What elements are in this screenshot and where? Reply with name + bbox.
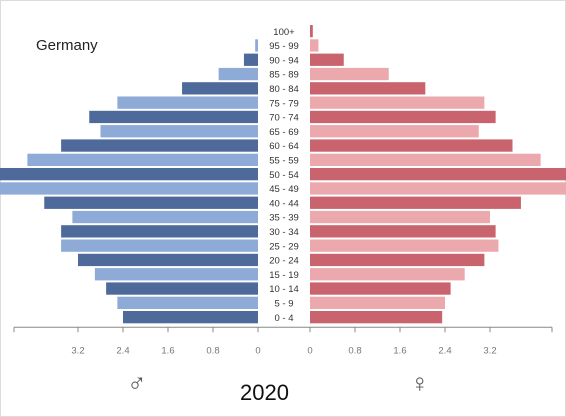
male-bar xyxy=(117,296,258,309)
age-group-label: 60 - 64 xyxy=(269,141,299,152)
age-group-label: 100+ xyxy=(273,27,295,38)
age-group-label: 80 - 84 xyxy=(269,84,299,95)
female-bar xyxy=(310,268,465,281)
female-bar xyxy=(310,153,541,166)
female-bar xyxy=(310,39,319,52)
male-bar xyxy=(78,253,258,267)
male-bar xyxy=(44,196,258,209)
age-group-label: 0 - 4 xyxy=(274,313,293,324)
year-label: 2020 xyxy=(240,380,289,405)
age-group-label: 65 - 69 xyxy=(269,127,299,138)
age-group-label: 75 - 79 xyxy=(269,98,299,109)
age-group-label: 5 - 9 xyxy=(274,299,293,310)
female-bar xyxy=(310,182,566,195)
female-bar xyxy=(310,53,344,66)
age-group-label: 45 - 49 xyxy=(269,184,299,195)
x-tick-label: 0.8 xyxy=(206,345,219,356)
age-group-label: 35 - 39 xyxy=(269,213,299,224)
female-bar xyxy=(310,253,485,267)
male-bar xyxy=(117,96,258,109)
x-tick-label: 2.4 xyxy=(438,345,451,356)
country-title: Germany xyxy=(36,37,98,54)
female-bar xyxy=(310,125,479,138)
age-group-label: 55 - 59 xyxy=(269,156,299,167)
male-bar xyxy=(0,168,258,181)
age-group-label: 90 - 94 xyxy=(269,55,299,66)
male-bar xyxy=(182,82,258,95)
x-tick-label: 3.2 xyxy=(483,345,496,356)
male-bar xyxy=(61,225,258,238)
female-bar xyxy=(310,225,496,238)
male-bar xyxy=(61,139,258,152)
female-symbol: ♀ xyxy=(410,368,430,398)
x-tick-label: 1.6 xyxy=(393,345,406,356)
female-bar xyxy=(310,25,313,38)
female-bar xyxy=(310,210,490,224)
female-bar xyxy=(310,96,485,109)
male-symbol: ♂ xyxy=(127,368,147,398)
x-tick-label: 0 xyxy=(255,345,260,356)
male-bar xyxy=(94,268,258,281)
male-bar xyxy=(100,125,258,138)
male-bar xyxy=(106,282,258,295)
x-tick-label: 1.6 xyxy=(161,345,174,356)
age-group-label: 40 - 44 xyxy=(269,198,299,209)
female-bar xyxy=(310,196,521,209)
female-bar xyxy=(310,311,443,324)
x-tick-label: 0.8 xyxy=(348,345,361,356)
male-bar xyxy=(218,67,258,81)
age-group-label: 70 - 74 xyxy=(269,113,299,124)
age-group-label: 10 - 14 xyxy=(269,284,299,295)
male-bar xyxy=(89,110,258,124)
male-bar xyxy=(72,210,258,224)
x-tick-label: 2.4 xyxy=(116,345,129,356)
male-bar xyxy=(123,311,258,324)
x-tick-label: 0 xyxy=(307,345,312,356)
female-bar xyxy=(310,239,499,252)
age-group-label: 30 - 34 xyxy=(269,227,299,238)
x-tick-label: 3.2 xyxy=(71,345,84,356)
female-bar xyxy=(310,296,445,309)
age-group-label: 20 - 24 xyxy=(269,256,299,267)
age-group-label: 95 - 99 xyxy=(269,41,299,52)
female-bar xyxy=(310,82,426,95)
male-bar xyxy=(27,153,258,166)
female-bar xyxy=(310,67,389,81)
age-group-label: 25 - 29 xyxy=(269,241,299,252)
male-bar xyxy=(255,39,258,52)
female-bar xyxy=(310,282,451,295)
male-bar xyxy=(243,53,258,66)
female-bar xyxy=(310,139,513,152)
age-group-label: 15 - 19 xyxy=(269,270,299,281)
age-group-label: 50 - 54 xyxy=(269,170,299,181)
male-bar xyxy=(0,182,258,195)
female-bar xyxy=(310,168,566,181)
age-group-label: 85 - 89 xyxy=(269,70,299,81)
male-bar xyxy=(61,239,258,252)
female-bar xyxy=(310,110,496,124)
